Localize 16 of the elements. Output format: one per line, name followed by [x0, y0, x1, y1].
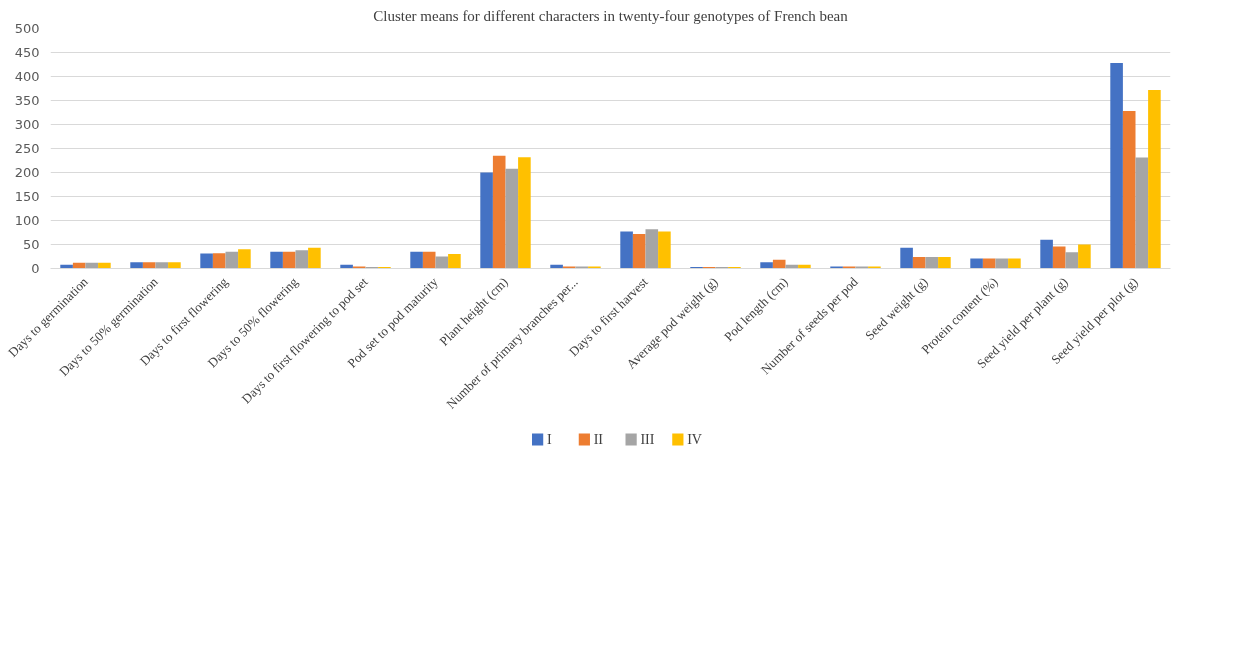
y-tick-label: 350	[14, 93, 40, 108]
chart-title: Cluster means for different characters in twenty-four genotypes of French bean	[373, 7, 849, 24]
y-tick-label: 200	[14, 165, 40, 180]
y-tick-label: 400	[14, 69, 40, 84]
y-tick-label: 450	[14, 45, 40, 60]
y-tick-label: 250	[14, 141, 40, 156]
y-tick-label: 100	[14, 213, 40, 228]
y-tick-label: 300	[14, 117, 40, 132]
y-tick-label: 150	[14, 189, 40, 204]
y-tick-label: 0	[31, 261, 40, 276]
y-tick-label: 50	[22, 237, 40, 252]
legend-label: III	[640, 432, 655, 447]
legend-label: I	[546, 432, 552, 447]
legend-label: IV	[687, 432, 702, 447]
y-tick-label: 500	[14, 21, 40, 36]
legend-label: II	[593, 432, 604, 447]
